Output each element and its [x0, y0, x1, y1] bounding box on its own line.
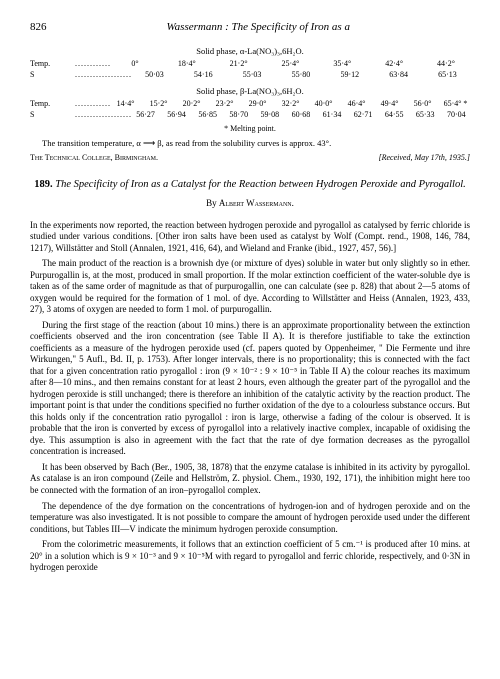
- table-cell: 56·27: [133, 110, 159, 120]
- paragraph: In the experiments now reported, the rea…: [30, 220, 470, 255]
- table-cell: 21·2°: [226, 59, 252, 69]
- affiliation: The Technical College, Birmingham.: [30, 153, 158, 163]
- table-cell: 44·2°: [433, 59, 459, 69]
- paragraph: It has been observed by Bach (Ber., 1905…: [30, 462, 470, 497]
- table-cell: 18·4°: [174, 59, 200, 69]
- paragraph: The dependence of the dye formation on t…: [30, 501, 470, 536]
- affiliation-line: The Technical College, Birmingham. [Rece…: [30, 153, 470, 163]
- melting-point-note: * Melting point.: [30, 124, 470, 134]
- s-label: S: [30, 70, 75, 80]
- author-line: By Albert Wassermann.: [30, 198, 470, 210]
- table-cell: 64·55: [381, 110, 407, 120]
- table-cell: 55·03: [239, 70, 265, 80]
- table-cell: 50·03: [141, 70, 167, 80]
- table-cell: 60·68: [288, 110, 314, 120]
- table-cell: 32·2°: [278, 99, 304, 109]
- table-cell: 59·08: [257, 110, 283, 120]
- table-cell: 0°: [122, 59, 148, 69]
- solubility-table-beta: Temp. ............ 14·4°15·2°20·2°23·2°2…: [30, 99, 470, 120]
- title-text: The Specificity of Iron as a Catalyst fo…: [55, 179, 465, 190]
- table-row: S ................... 50·0354·1655·0355·…: [30, 70, 470, 80]
- received-date: [Received, May 17th, 1935.]: [378, 153, 470, 163]
- table-cell: 62·71: [350, 110, 376, 120]
- article-title: 189. The Specificity of Iron as a Cataly…: [30, 178, 470, 192]
- table-cell: 49·4°: [377, 99, 403, 109]
- table-cell: 65·13: [434, 70, 460, 80]
- phase-label-beta: Solid phase, β-La(NO₃)₃,6H₂O.: [30, 86, 470, 97]
- solubility-table-alpha: Temp. ............ 0°18·4°21·2°25·4°35·4…: [30, 59, 470, 80]
- paragraph: From the colorimetric measurements, it f…: [30, 539, 470, 574]
- table-cell: 59·12: [337, 70, 363, 80]
- running-title: Wassermann : The Specificity of Iron as …: [47, 20, 471, 34]
- table-row: Temp. ............ 14·4°15·2°20·2°23·2°2…: [30, 99, 470, 109]
- table-cell: 56·0°: [410, 99, 436, 109]
- table-cell: 65·33: [412, 110, 438, 120]
- s-label: S: [30, 110, 75, 120]
- table-row: S ................... 56·2756·9456·8558·…: [30, 110, 470, 120]
- transition-note: The transition temperature, α ⟶ β, as re…: [30, 138, 470, 149]
- table-cell: 46·4°: [344, 99, 370, 109]
- table-cell: 25·4°: [277, 59, 303, 69]
- table-cell: 14·4°: [113, 99, 139, 109]
- table-cell: 65·4° *: [443, 99, 469, 109]
- temp-label: Temp.: [30, 99, 75, 109]
- table-cell: 56·94: [164, 110, 190, 120]
- table-cell: 23·2°: [212, 99, 238, 109]
- table-cell: 61·34: [319, 110, 345, 120]
- paragraph: During the first stage of the reaction (…: [30, 320, 470, 458]
- temp-label: Temp.: [30, 59, 75, 69]
- body-text: In the experiments now reported, the rea…: [30, 220, 470, 574]
- page-header: 826 Wassermann : The Specificity of Iron…: [30, 20, 470, 34]
- table-cell: 20·2°: [179, 99, 205, 109]
- table-cell: 29·0°: [245, 99, 271, 109]
- paragraph: The main product of the reaction is a br…: [30, 258, 470, 316]
- table-cell: 35·4°: [329, 59, 355, 69]
- table-cell: 54·16: [190, 70, 216, 80]
- table-cell: 42·4°: [381, 59, 407, 69]
- table-cell: 55·80: [288, 70, 314, 80]
- phase-label-alpha: Solid phase, α-La(NO₃)₃,6H₂O.: [30, 46, 470, 57]
- table-cell: 40·0°: [311, 99, 337, 109]
- table-cell: 56·85: [195, 110, 221, 120]
- table-cell: 70·04: [443, 110, 469, 120]
- table-cell: 63·84: [386, 70, 412, 80]
- table-cell: 15·2°: [146, 99, 172, 109]
- table-cell: 58·70: [226, 110, 252, 120]
- author-name: Albert Wassermann.: [219, 198, 294, 208]
- page-number: 826: [30, 20, 47, 34]
- table-row: Temp. ............ 0°18·4°21·2°25·4°35·4…: [30, 59, 470, 69]
- article-number: 189.: [34, 179, 52, 190]
